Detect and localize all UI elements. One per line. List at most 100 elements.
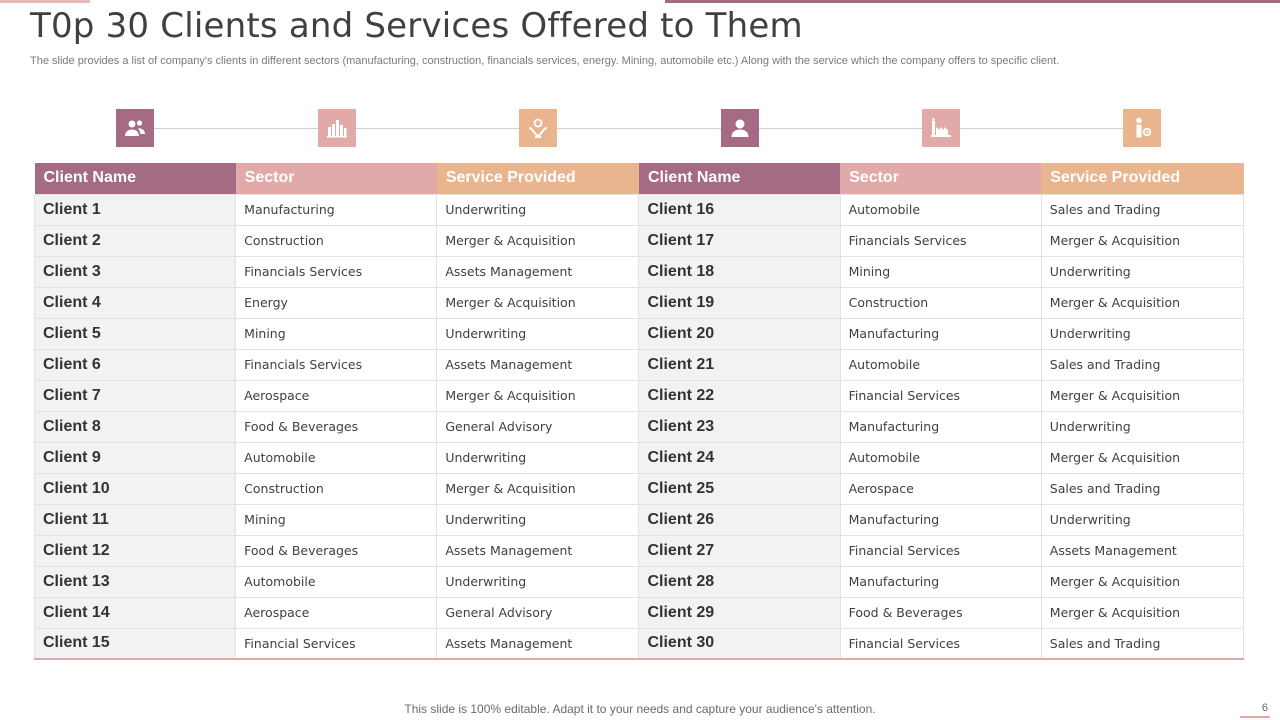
sector-cell: Automobile	[839, 441, 1042, 474]
table-row: Client 9 Automobile Underwriting Client 24 A…	[33, 441, 1245, 474]
header-sector-right: Sector	[840, 163, 1042, 194]
client-name-cell: Client 11	[33, 503, 237, 536]
service-cell: Merger & Acquisition	[1040, 596, 1245, 629]
page-number-underline	[1240, 716, 1270, 718]
service-cell: Underwriting	[436, 503, 640, 536]
service-cell: Sales and Trading	[1040, 627, 1245, 660]
sector-cell: Manufacturing	[839, 317, 1042, 350]
table-row: Client 2 Construction Merger & Acquisition…	[33, 224, 1245, 257]
sector-cell: Mining	[235, 317, 438, 350]
client-name-cell: Client 17	[638, 224, 841, 257]
service-cell: Underwriting	[1040, 410, 1245, 443]
client-name-cell: Client 9	[33, 441, 237, 474]
service-cell: Merger & Acquisition	[436, 224, 640, 257]
client-name-cell: Client 13	[33, 565, 237, 598]
service-cell: Merger & Acquisition	[436, 379, 640, 412]
client-name-cell: Client 1	[33, 193, 237, 226]
service-cell: Underwriting	[1040, 255, 1245, 288]
sector-cell: Construction	[235, 472, 438, 505]
factory-icon	[318, 109, 356, 147]
client-name-cell: Client 14	[33, 596, 237, 629]
client-name-cell: Client 2	[33, 224, 237, 257]
service-cell: Sales and Trading	[1040, 348, 1245, 381]
sector-cell: Manufacturing	[235, 193, 438, 226]
client-name-cell: Client 3	[33, 255, 237, 288]
service-cell: Merger & Acquisition	[1040, 565, 1245, 598]
user-icon	[721, 109, 759, 147]
table-row: Client 14 Aerospace General Advisory Client…	[33, 596, 1245, 629]
table-row: Client 15 Financial Services Assets Manage…	[33, 627, 1245, 660]
header-service-right: Service Provided	[1041, 163, 1244, 194]
table-row: Client 7 Aerospace Merger & Acquisition Cli…	[33, 379, 1245, 412]
service-cell: Merger & Acquisition	[436, 472, 640, 505]
sector-cell: Financials Services	[839, 224, 1042, 257]
sector-cell: Mining	[839, 255, 1042, 288]
table-row: Client 4 Energy Merger & Acquisition Client…	[33, 286, 1245, 319]
service-cell: General Advisory	[436, 596, 640, 629]
service-cell: Merger & Acquisition	[1040, 286, 1245, 319]
table-row: Client 1 Manufacturing Underwriting Client …	[33, 193, 1245, 226]
service-cell: Assets Management	[436, 534, 640, 567]
industry-icon	[922, 109, 960, 147]
client-name-cell: Client 8	[33, 410, 237, 443]
service-cell: Underwriting	[436, 193, 640, 226]
client-name-cell: Client 26	[638, 503, 841, 536]
slide-title: T0p 30 Clients and Services Offered to T…	[30, 6, 803, 46]
client-name-cell: Client 10	[33, 472, 237, 505]
client-name-cell: Client 28	[638, 565, 841, 598]
sector-cell: Automobile	[235, 565, 438, 598]
users-icon	[116, 109, 154, 147]
service-cell: Underwriting	[1040, 317, 1245, 350]
sector-cell: Financial Services	[839, 534, 1042, 567]
service-cell: Assets Management	[436, 255, 640, 288]
sector-cell: Automobile	[839, 348, 1042, 381]
icon-row	[34, 104, 1244, 154]
service-cell: Assets Management	[436, 348, 640, 381]
client-name-cell: Client 23	[638, 410, 841, 443]
sector-cell: Financials Services	[235, 255, 438, 288]
clients-table: Client Name Sector Service Provided Clie…	[33, 163, 1245, 660]
top-accent-line-right	[665, 0, 1280, 3]
client-name-cell: Client 21	[638, 348, 841, 381]
sector-cell: Manufacturing	[839, 410, 1042, 443]
client-name-cell: Client 24	[638, 441, 841, 474]
table-row: Client 3 Financials Services Assets Manage…	[33, 255, 1245, 288]
page-number: 6	[1261, 702, 1268, 714]
service-cell: Sales and Trading	[1040, 193, 1245, 226]
service-cell: Merger & Acquisition	[436, 286, 640, 319]
table-row: Client 8 Food & Beverages General Advisory…	[33, 410, 1245, 443]
sector-cell: Aerospace	[235, 379, 438, 412]
sector-cell: Financial Services	[839, 379, 1042, 412]
client-name-cell: Client 5	[33, 317, 237, 350]
client-name-cell: Client 12	[33, 534, 237, 567]
table-body: Client 1 Manufacturing Underwriting Client …	[33, 193, 1245, 660]
client-name-cell: Client 25	[638, 472, 841, 505]
client-name-cell: Client 7	[33, 379, 237, 412]
hand-money-icon	[519, 109, 557, 147]
service-cell: Underwriting	[1040, 503, 1245, 536]
service-cell: General Advisory	[436, 410, 640, 443]
sector-cell: Automobile	[839, 193, 1042, 226]
client-name-cell: Client 16	[638, 193, 841, 226]
client-name-cell: Client 22	[638, 379, 841, 412]
service-cell: Underwriting	[436, 565, 640, 598]
client-name-cell: Client 15	[33, 627, 237, 660]
sector-cell: Food & Beverages	[839, 596, 1042, 629]
service-cell: Merger & Acquisition	[1040, 441, 1245, 474]
header-client-name-left: Client Name	[34, 163, 236, 194]
sector-cell: Automobile	[235, 441, 438, 474]
client-name-cell: Client 27	[638, 534, 841, 567]
sector-cell: Manufacturing	[839, 565, 1042, 598]
sector-cell: Food & Beverages	[235, 534, 438, 567]
table-row: Client 5 Mining Underwriting Client 20 Manuf…	[33, 317, 1245, 350]
sector-cell: Aerospace	[839, 472, 1042, 505]
sector-cell: Financial Services	[839, 627, 1042, 660]
service-cell: Underwriting	[436, 317, 640, 350]
sector-cell: Mining	[235, 503, 438, 536]
table-row: Client 6 Financials Services Assets Manage…	[33, 348, 1245, 381]
client-name-cell: Client 20	[638, 317, 841, 350]
sector-cell: Food & Beverages	[235, 410, 438, 443]
service-cell: Sales and Trading	[1040, 472, 1245, 505]
table-row: Client 13 Automobile Underwriting Client 28…	[33, 565, 1245, 598]
sector-cell: Energy	[235, 286, 438, 319]
